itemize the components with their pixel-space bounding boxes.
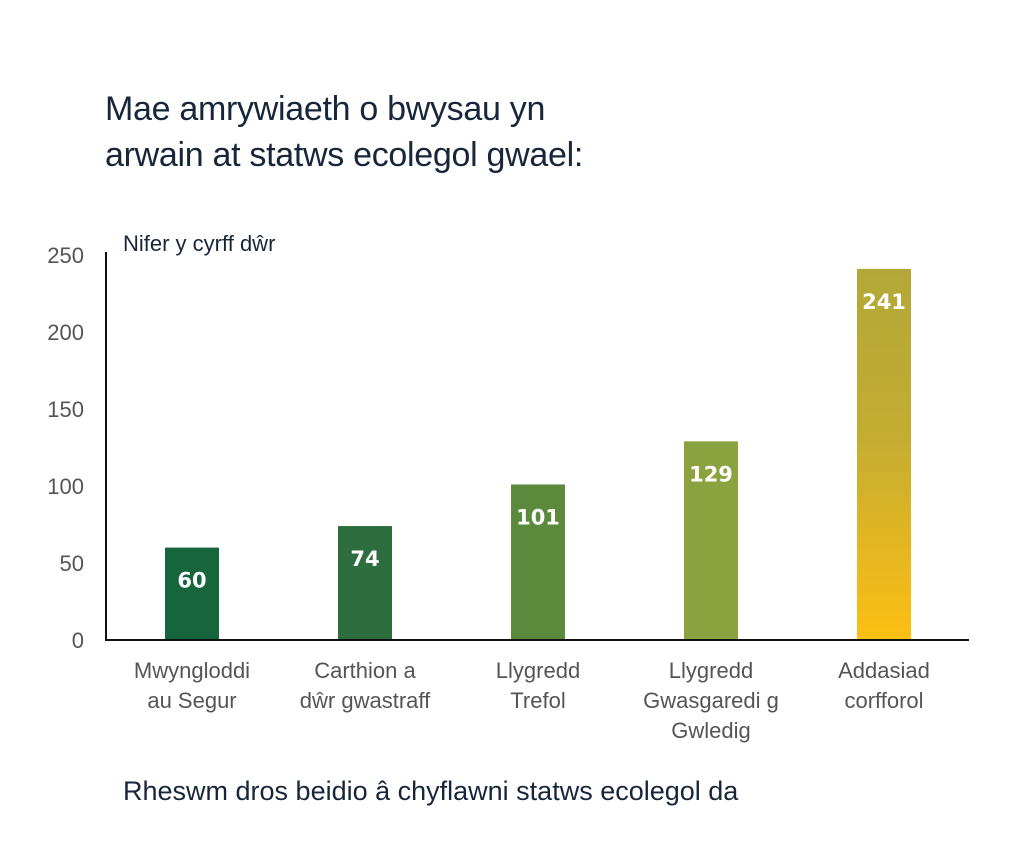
chart-title-line-2: arwain at statws ecolegol gwael: <box>105 136 583 174</box>
y-axis-ticks: 0 50 100 150 200 250 <box>47 243 84 653</box>
x-axis-ticks: Mwyngloddi au Segur Carthion a dŵr gwastraf… <box>134 658 930 743</box>
bar <box>165 547 219 640</box>
bar-value-label: 60 <box>177 569 206 593</box>
bar-value-label: 74 <box>350 547 379 571</box>
bar <box>511 484 565 640</box>
y-tick-label: 150 <box>47 397 84 422</box>
bar-value-label: 101 <box>516 505 560 529</box>
y-tick-label: 100 <box>47 474 84 499</box>
x-tick-label: corfforol <box>844 688 923 713</box>
x-tick-label: Gwasgaredi g <box>643 688 779 713</box>
x-tick-label: Llygredd <box>669 658 753 683</box>
x-tick-label: Addasiad <box>838 658 930 683</box>
x-axis-label: Rheswm dros beidio â chyflawni statws ec… <box>123 776 739 806</box>
bar-value-label: 129 <box>689 462 733 486</box>
y-tick-label: 0 <box>72 628 84 653</box>
bar <box>857 268 911 640</box>
chart-title: Mae amrywiaeth o bwysau yn arwain at sta… <box>105 86 725 178</box>
x-tick-label: au Segur <box>147 688 236 713</box>
x-tick-label: dŵr gwastraff <box>300 688 431 713</box>
y-tick-label: 200 <box>47 320 84 345</box>
x-tick-label: Trefol <box>510 688 565 713</box>
bars: 60 74 101 129 241 <box>165 268 911 640</box>
bar-value-label: 241 <box>862 290 906 314</box>
bar <box>684 441 738 640</box>
x-tick-label: Mwyngloddi <box>134 658 250 683</box>
y-axis-label: Nifer y cyrff dŵr <box>123 231 275 256</box>
y-tick-label: 250 <box>47 243 84 268</box>
y-tick-label: 50 <box>60 551 84 576</box>
x-tick-label: Gwledig <box>671 718 750 743</box>
x-tick-label: Carthion a <box>314 658 416 683</box>
chart-title-line-1: Mae amrywiaeth o bwysau yn <box>105 90 546 128</box>
x-tick-label: Llygredd <box>496 658 580 683</box>
bar <box>338 526 392 640</box>
